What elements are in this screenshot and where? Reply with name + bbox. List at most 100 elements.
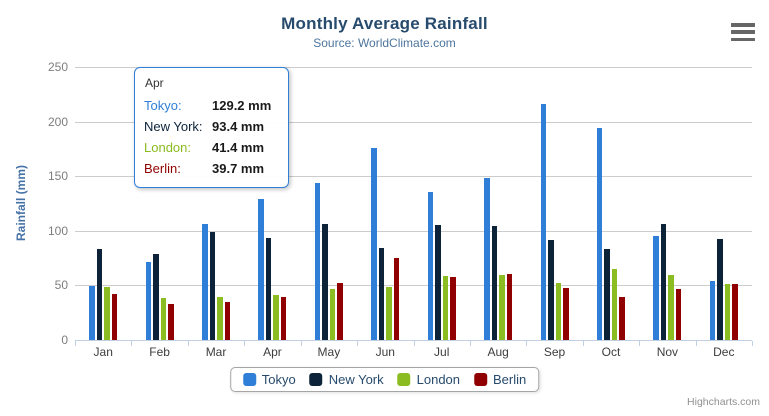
- chart-title: Monthly Average Rainfall: [281, 14, 488, 33]
- bar-tokyo-jun[interactable]: [371, 147, 377, 340]
- x-axis-tick: [639, 341, 640, 346]
- bar-berlin-jan[interactable]: [111, 293, 118, 340]
- bar-tokyo-jul[interactable]: [427, 191, 434, 340]
- bar-tokyo-apr[interactable]: [258, 198, 264, 340]
- bar-new-york-jan[interactable]: [96, 248, 103, 340]
- x-tick-label: Jul: [434, 345, 450, 359]
- legend-item-berlin[interactable]: Berlin: [474, 372, 526, 387]
- bar-berlin-mar[interactable]: [224, 302, 231, 340]
- bar-london-sep[interactable]: [555, 282, 562, 340]
- bar-tokyo-sep[interactable]: [540, 103, 547, 340]
- bar-berlin-dec[interactable]: [732, 284, 738, 340]
- gridline: [75, 285, 752, 287]
- bar-berlin-sep[interactable]: [563, 288, 569, 340]
- y-tick-label: 0: [61, 333, 68, 347]
- x-tick-label: Sep: [543, 345, 566, 359]
- tooltip-row: Tokyo: 129.2 mm: [144, 95, 279, 116]
- bar-new-york-feb[interactable]: [153, 253, 159, 340]
- x-axis-tick: [75, 341, 76, 346]
- x-tick-label: Mar: [205, 345, 227, 359]
- bar-new-york-jul[interactable]: [435, 225, 441, 340]
- bar-berlin-jul[interactable]: [450, 277, 456, 340]
- legend-swatch-icon: [309, 373, 323, 386]
- credits-link[interactable]: Highcharts.com: [687, 396, 760, 408]
- x-tick-label: Jan: [93, 345, 113, 359]
- legend-swatch-icon: [474, 373, 488, 386]
- bar-berlin-aug[interactable]: [506, 274, 513, 340]
- tooltip: Apr Tokyo: 129.2 mm New York: 93.4 mm London…: [134, 67, 289, 188]
- bar-london-may[interactable]: [329, 288, 336, 340]
- bar-tokyo-nov[interactable]: [653, 235, 659, 340]
- y-axis-title: Rainfall (mm): [14, 165, 28, 242]
- y-tick-label: 50: [54, 278, 68, 293]
- x-tick-label: Oct: [601, 345, 621, 359]
- gridline: [75, 230, 752, 232]
- tooltip-series-value: 93.4 mm: [212, 119, 265, 134]
- bar-london-mar[interactable]: [217, 297, 223, 340]
- tooltip-series-value: 129.2 mm: [212, 98, 272, 113]
- tooltip-series-label: Tokyo:: [144, 98, 182, 113]
- legend-label: New York: [328, 372, 384, 387]
- tooltip-row: London: 41.4 mm: [144, 137, 279, 158]
- hamburger-icon: [731, 23, 755, 27]
- bar-berlin-may[interactable]: [337, 282, 343, 340]
- tooltip-row: New York: 93.4 mm: [144, 116, 279, 137]
- bar-london-nov[interactable]: [668, 275, 674, 340]
- bar-tokyo-feb[interactable]: [145, 261, 152, 340]
- plot-area: [75, 67, 752, 341]
- x-axis-tick: [188, 341, 189, 346]
- legend-label: Tokyo: [261, 372, 296, 387]
- bar-new-york-aug[interactable]: [491, 226, 498, 340]
- bar-berlin-jun[interactable]: [393, 257, 400, 340]
- context-menu-button[interactable]: [731, 22, 757, 42]
- x-axis-tick: [583, 341, 584, 346]
- legend-item-tokyo[interactable]: Tokyo: [242, 372, 296, 387]
- bar-new-york-nov[interactable]: [660, 223, 667, 340]
- bar-new-york-apr[interactable]: [265, 238, 272, 340]
- bar-london-jan[interactable]: [104, 286, 110, 340]
- legend-label: London: [416, 372, 461, 387]
- bar-tokyo-mar[interactable]: [202, 223, 208, 340]
- bar-new-york-mar[interactable]: [209, 232, 216, 340]
- bar-london-jul[interactable]: [442, 275, 449, 340]
- tooltip-series-label: London:: [144, 140, 191, 155]
- bar-new-york-may[interactable]: [322, 224, 328, 340]
- bar-london-oct[interactable]: [611, 268, 618, 340]
- bar-london-jun[interactable]: [386, 287, 392, 340]
- x-axis-tick: [752, 341, 753, 346]
- bar-tokyo-may[interactable]: [314, 182, 321, 340]
- bar-berlin-oct[interactable]: [619, 297, 625, 340]
- x-axis-tick: [131, 341, 132, 346]
- y-tick-label: 200: [47, 114, 68, 129]
- x-axis-tick: [357, 341, 358, 346]
- legend: Tokyo New York London Berlin: [229, 367, 540, 392]
- bar-london-dec[interactable]: [724, 284, 731, 340]
- bar-new-york-jun[interactable]: [378, 247, 385, 340]
- x-axis-tick: [301, 341, 302, 346]
- x-tick-label: May: [317, 345, 341, 359]
- legend-item-new-york[interactable]: New York: [309, 372, 384, 387]
- bar-tokyo-dec[interactable]: [709, 280, 716, 340]
- tooltip-header: Apr: [145, 76, 164, 90]
- bar-london-feb[interactable]: [160, 297, 167, 340]
- tooltip-series-value: 41.4 mm: [212, 140, 265, 155]
- hamburger-icon: [731, 37, 755, 41]
- legend-swatch-icon: [242, 373, 256, 386]
- bar-new-york-sep[interactable]: [548, 240, 554, 340]
- bar-tokyo-jan[interactable]: [89, 285, 95, 340]
- x-tick-label: Apr: [263, 345, 282, 359]
- bar-london-aug[interactable]: [499, 274, 505, 340]
- bar-berlin-nov[interactable]: [675, 288, 682, 340]
- bar-berlin-feb[interactable]: [168, 303, 174, 340]
- x-tick-label: Dec: [713, 345, 735, 359]
- legend-item-london[interactable]: London: [397, 372, 461, 387]
- bar-tokyo-oct[interactable]: [596, 128, 603, 340]
- bar-tokyo-aug[interactable]: [484, 177, 490, 340]
- bar-berlin-apr[interactable]: [280, 296, 287, 340]
- bar-new-york-oct[interactable]: [604, 248, 610, 340]
- legend-swatch-icon: [397, 373, 411, 386]
- bar-new-york-dec[interactable]: [717, 239, 723, 340]
- bar-london-apr[interactable]: [273, 294, 279, 340]
- gridline: [75, 121, 752, 123]
- tooltip-series-value: 39.7 mm: [212, 161, 265, 176]
